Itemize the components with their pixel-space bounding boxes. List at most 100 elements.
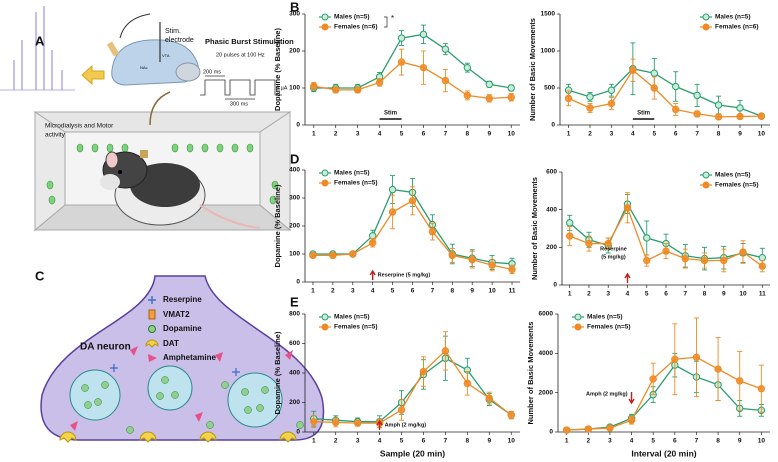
data-point [353, 419, 362, 427]
data-point [607, 99, 616, 108]
x-tick-label: 4 [378, 438, 382, 445]
data-point [332, 86, 340, 94]
data-point [463, 91, 472, 100]
legend-label: Females (n=6) [334, 24, 378, 31]
y-tick-label: 6000 [539, 311, 554, 318]
legend-label: Males (n=5) [334, 14, 370, 21]
x-tick-label: 9 [470, 288, 474, 295]
x-tick-label: 4 [378, 131, 382, 138]
legend-label: Males (n=5) [715, 14, 751, 21]
legend-marker [574, 313, 582, 321]
legend-label: Amphetamine [163, 353, 216, 362]
data-point [485, 94, 493, 103]
legend-label: Reserpine [163, 295, 202, 304]
data-point [757, 112, 766, 120]
y-tick-label: 600 [289, 340, 300, 347]
legend-marker [321, 323, 329, 331]
data-point [349, 250, 357, 258]
arrow [376, 419, 383, 430]
legend-label: Females (n=5) [587, 324, 631, 331]
amplitude: 6 µA [276, 85, 288, 91]
x-tick-label: 2 [334, 131, 338, 138]
waveform [200, 75, 282, 100]
panel-label: B [290, 0, 299, 14]
x-tick-label: 4 [371, 288, 375, 295]
legend-label: Males (n=5) [715, 172, 751, 179]
data-point [507, 411, 515, 419]
x-tick-label: 10 [739, 291, 747, 298]
x-tick-label: 6 [422, 131, 426, 138]
y-axis-label: Dopamine (% Baseline) [273, 184, 282, 267]
data-point [700, 256, 709, 265]
data-point [604, 239, 612, 248]
legend-label: Females (n=5) [334, 324, 378, 331]
y-tick-label: 0 [551, 122, 555, 129]
data-point [643, 256, 651, 265]
y-axis-label: Dopamine (% Baseline) [273, 28, 282, 111]
arena-label: activity [45, 132, 66, 139]
data-point [693, 110, 701, 118]
data-point [441, 76, 450, 85]
y-tick-label: 200 [289, 399, 300, 406]
data-point [507, 84, 515, 92]
y-tick-label: 100 [289, 251, 300, 258]
data-point [720, 256, 728, 265]
data-point [368, 239, 377, 247]
y-tick-label: 1000 [541, 48, 556, 55]
data-point [353, 86, 362, 94]
data-point [448, 251, 457, 260]
data-point [566, 219, 574, 227]
annotation: Reserpine [600, 246, 627, 252]
chromatogram [0, 6, 75, 91]
y-tick-label: 600 [546, 169, 557, 176]
series-line [313, 349, 512, 424]
series-line [566, 356, 762, 431]
data-point [736, 112, 744, 121]
arrow [81, 64, 105, 86]
y-tick-label: 0 [296, 122, 300, 129]
x-axis-label: Sample (20 min) [380, 448, 445, 458]
y-tick-label: 0 [296, 279, 300, 286]
data-point [757, 385, 766, 393]
data-point [585, 239, 593, 248]
data-point [672, 105, 680, 114]
legend-label: Males (n=5) [334, 314, 370, 321]
data-point [629, 66, 637, 74]
x-tick-label: 8 [466, 438, 470, 445]
x-tick-label: 10 [508, 438, 516, 445]
data-point [368, 232, 377, 240]
cell-label: DA neuron [80, 342, 131, 353]
x-tick-label: 10 [758, 131, 766, 138]
data-point [329, 251, 337, 260]
series-line [313, 61, 512, 100]
data-point [485, 80, 493, 89]
legend-label: DAT [163, 339, 179, 348]
x-tick-label: 2 [586, 438, 590, 445]
y-tick-label: 0 [553, 282, 557, 289]
x-tick-label: 7 [431, 288, 435, 295]
panel-label: C [35, 268, 45, 283]
legend-marker [702, 181, 710, 189]
data-point [662, 247, 670, 255]
data-point [607, 86, 616, 94]
legend-marker [321, 313, 329, 321]
y-tick-label: 0 [296, 429, 300, 436]
series-line [313, 357, 512, 423]
arrow [624, 272, 631, 283]
data-point [714, 365, 722, 373]
x-tick-label: 1 [312, 131, 316, 138]
data-point [419, 367, 428, 376]
legend-icons [145, 296, 159, 362]
data-point [408, 197, 417, 205]
data-point [419, 30, 428, 39]
series-line [568, 68, 762, 117]
data-point [508, 265, 516, 274]
x-tick-label: 7 [444, 438, 448, 445]
data-point [397, 58, 406, 66]
data-point [736, 377, 744, 385]
x-tick-label: 2 [334, 438, 338, 445]
x-tick-label: 3 [606, 291, 610, 298]
electrode-label: Stim. [165, 28, 181, 35]
y-tick-label: 4000 [539, 350, 554, 357]
x-tick-label: 9 [722, 291, 726, 298]
